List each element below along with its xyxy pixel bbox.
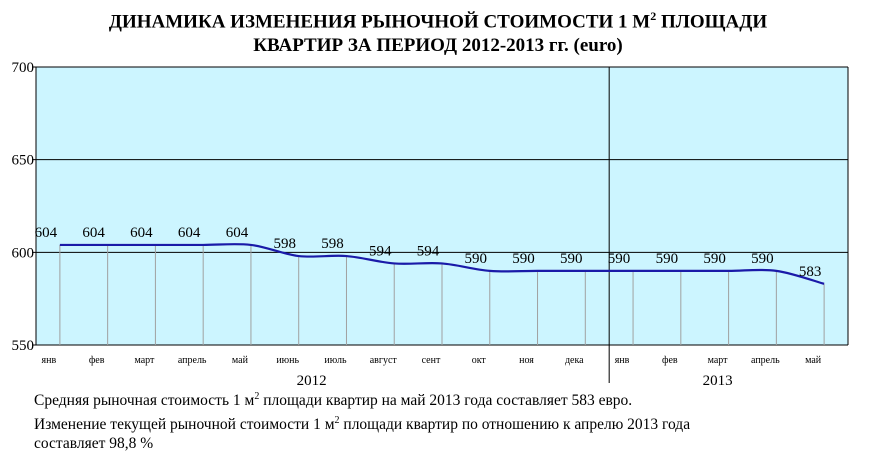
data-label: 594 bbox=[417, 243, 440, 259]
x-tick-label: апрель bbox=[178, 355, 207, 366]
data-label: 590 bbox=[465, 251, 488, 267]
x-tick-label: июль bbox=[324, 355, 347, 366]
data-label: 590 bbox=[751, 251, 774, 267]
x-tick-label: март bbox=[134, 355, 155, 366]
y-tick-label: 650 bbox=[12, 153, 35, 169]
data-label: 590 bbox=[703, 251, 726, 267]
year-label: 2013 bbox=[703, 373, 733, 389]
data-label: 583 bbox=[799, 264, 822, 280]
data-label: 604 bbox=[178, 225, 201, 241]
data-label: 594 bbox=[369, 243, 392, 259]
footer-line-3: составляет 98,8 % bbox=[34, 435, 154, 453]
y-tick-label: 550 bbox=[12, 338, 35, 354]
x-tick-label: фев bbox=[662, 355, 678, 366]
year-label: 2012 bbox=[297, 373, 327, 389]
y-tick-label: 700 bbox=[12, 60, 35, 76]
x-tick-label: ноя bbox=[519, 355, 534, 366]
data-label: 604 bbox=[82, 225, 105, 241]
x-tick-label: май bbox=[805, 355, 822, 366]
data-label: 590 bbox=[656, 251, 679, 267]
footer-line-2: Изменение текущей рыночной стоимости 1 м… bbox=[34, 414, 691, 433]
x-tick-label: июнь bbox=[276, 355, 299, 366]
data-label: 598 bbox=[321, 236, 344, 252]
data-label: 604 bbox=[226, 225, 249, 241]
x-tick-label: фев bbox=[89, 355, 105, 366]
x-tick-label: янв bbox=[42, 355, 57, 366]
x-tick-label: янв bbox=[615, 355, 630, 366]
x-tick-label: март bbox=[708, 355, 729, 366]
data-label: 604 bbox=[130, 225, 153, 241]
x-tick-label: дека bbox=[565, 355, 584, 366]
x-tick-label: окт bbox=[472, 355, 487, 366]
chart-title: ДИНАМИКА ИЗМЕНЕНИЯ РЫНОЧНОЙ СТОИМОСТИ 1 … bbox=[0, 4, 876, 58]
data-label: 598 bbox=[273, 236, 296, 252]
data-label: 590 bbox=[560, 251, 583, 267]
x-tick-label: апрель bbox=[751, 355, 780, 366]
y-tick-label: 600 bbox=[12, 245, 35, 261]
footer-line-1: Средняя рыночная стоимость 1 м2 площади … bbox=[34, 391, 633, 410]
series-line bbox=[59, 243, 825, 285]
chart-title-line2: КВАРТИР ЗА ПЕРИОД 2012-2013 гг. (euro) bbox=[253, 35, 623, 57]
x-tick-label: август bbox=[370, 355, 398, 366]
data-label: 590 bbox=[608, 251, 631, 267]
x-tick-label: май bbox=[232, 355, 249, 366]
data-label: 590 bbox=[512, 251, 535, 267]
chart-footer-note: Средняя рыночная стоимость 1 м2 площади … bbox=[34, 387, 690, 454]
data-label: 604 bbox=[35, 225, 58, 241]
x-tick-label: сент bbox=[422, 355, 441, 366]
chart-title-line1: ДИНАМИКА ИЗМЕНЕНИЯ РЫНОЧНОЙ СТОИМОСТИ 1 … bbox=[108, 9, 768, 33]
